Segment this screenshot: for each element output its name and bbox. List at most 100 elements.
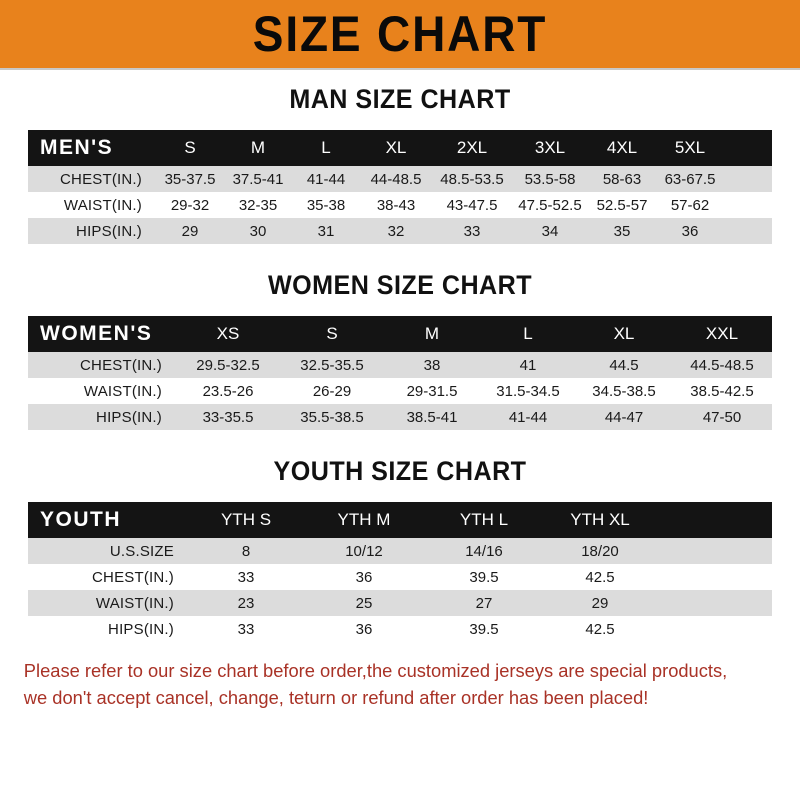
women-col-header: XS	[216, 324, 240, 343]
men-table-header-row: MEN'S S M L XL 2XL 3XL 4XL 5XL	[28, 130, 772, 166]
table-cell: 57-62	[670, 196, 710, 214]
table-cell: 14/16	[465, 542, 503, 560]
row-label: CHEST(IN.)	[60, 170, 142, 188]
table-cell: 25	[355, 594, 373, 612]
table-cell: 32.5-35.5	[300, 356, 364, 374]
table-cell: 29	[181, 222, 199, 240]
table-cell: 52.5-57	[596, 196, 648, 214]
women-size-table: WOMEN'S XS S M L XL XXL CHEST(IN.) 29.5-…	[28, 316, 772, 430]
table-cell: 34	[541, 222, 559, 240]
men-col-header: 4XL	[606, 138, 638, 157]
table-cell: 33	[237, 568, 255, 586]
men-col-header: S	[184, 138, 196, 157]
section-title-women: WOMEN SIZE CHART	[267, 270, 533, 300]
table-cell: 32-35	[238, 196, 278, 214]
table-cell: 31.5-34.5	[496, 382, 560, 400]
table-row: WAIST(IN.) 23 25 27 29	[28, 590, 772, 616]
table-cell: 47-50	[702, 408, 742, 426]
table-cell: 38-43	[376, 196, 416, 214]
table-row: WAIST(IN.) 23.5-26 26-29 29-31.5 31.5-34…	[28, 378, 772, 404]
youth-col-header: YTH L	[459, 510, 509, 529]
table-cell: 42.5	[585, 620, 615, 638]
table-row: CHEST(IN.) 35-37.5 37.5-41 41-44 44-48.5…	[28, 166, 772, 192]
table-cell: 34.5-38.5	[592, 382, 656, 400]
men-header-label: MEN'S	[40, 136, 114, 159]
table-cell: 26-29	[312, 382, 352, 400]
table-cell-spacer	[656, 616, 772, 642]
table-cell-spacer	[656, 590, 772, 616]
row-label: WAIST(IN.)	[63, 196, 142, 214]
men-col-header-spacer	[724, 130, 772, 166]
table-cell-spacer	[656, 538, 772, 564]
table-row: HIPS(IN.) 29 30 31 32 33 34 35 36	[28, 218, 772, 244]
table-row: HIPS(IN.) 33-35.5 35.5-38.5 38.5-41 41-4…	[28, 404, 772, 430]
page-title: SIZE CHART	[252, 6, 548, 62]
table-cell-spacer	[724, 218, 772, 244]
table-cell: 8	[241, 542, 251, 560]
table-cell: 44.5-48.5	[690, 356, 754, 374]
youth-col-header-spacer	[656, 502, 772, 538]
table-cell: 35	[613, 222, 631, 240]
table-cell: 29.5-32.5	[196, 356, 260, 374]
table-row: U.S.SIZE 8 10/12 14/16 18/20	[28, 538, 772, 564]
women-col-header: XXL	[705, 324, 739, 343]
table-cell: 23	[237, 594, 255, 612]
women-table-header-row: WOMEN'S XS S M L XL XXL	[28, 316, 772, 352]
women-col-header: S	[326, 324, 338, 343]
women-col-header: XL	[613, 324, 635, 343]
table-cell: 39.5	[469, 568, 499, 586]
men-col-header: 2XL	[456, 138, 488, 157]
row-label: HIPS(IN.)	[96, 408, 162, 426]
men-col-header: 5XL	[674, 138, 706, 157]
table-cell: 58-63	[602, 170, 642, 188]
table-cell: 53.5-58	[524, 170, 576, 188]
men-col-header: 3XL	[534, 138, 566, 157]
table-cell-spacer	[724, 166, 772, 192]
row-label: HIPS(IN.)	[108, 620, 174, 638]
men-col-header: L	[321, 138, 331, 157]
table-cell: 35.5-38.5	[300, 408, 364, 426]
table-cell: 48.5-53.5	[440, 170, 504, 188]
youth-table-body: YOUTH YTH S YTH M YTH L YTH XL U.S.SIZE …	[28, 502, 772, 642]
row-label: HIPS(IN.)	[76, 222, 142, 240]
table-cell: 29-31.5	[406, 382, 458, 400]
youth-col-header: YTH M	[337, 510, 391, 529]
table-cell: 29	[591, 594, 609, 612]
table-cell: 47.5-52.5	[518, 196, 582, 214]
women-header-label: WOMEN'S	[40, 322, 153, 345]
table-cell: 41-44	[508, 408, 548, 426]
table-row: CHEST(IN.) 29.5-32.5 32.5-35.5 38 41 44.…	[28, 352, 772, 378]
table-cell: 37.5-41	[232, 170, 284, 188]
women-table-body: WOMEN'S XS S M L XL XXL CHEST(IN.) 29.5-…	[28, 316, 772, 430]
table-cell: 35-37.5	[164, 170, 216, 188]
table-cell: 38.5-42.5	[690, 382, 754, 400]
table-cell: 31	[317, 222, 335, 240]
table-cell: 44.5	[609, 356, 639, 374]
table-cell: 35-38	[306, 196, 346, 214]
table-cell: 27	[475, 594, 493, 612]
row-label: CHEST(IN.)	[80, 356, 162, 374]
section-title-man: MAN SIZE CHART	[289, 84, 511, 114]
table-cell: 44-48.5	[370, 170, 422, 188]
table-cell: 36	[355, 568, 373, 586]
table-cell: 23.5-26	[202, 382, 254, 400]
row-label: WAIST(IN.)	[95, 594, 174, 612]
table-cell-spacer	[656, 564, 772, 590]
table-cell: 42.5	[585, 568, 615, 586]
women-col-header: L	[523, 324, 533, 343]
men-col-header: M	[250, 138, 266, 157]
table-cell: 10/12	[345, 542, 383, 560]
table-row: CHEST(IN.) 33 36 39.5 42.5	[28, 564, 772, 590]
table-cell: 33	[237, 620, 255, 638]
youth-table-header-row: YOUTH YTH S YTH M YTH L YTH XL	[28, 502, 772, 538]
footer-line-2: we don't accept cancel, change, teturn o…	[23, 686, 649, 708]
men-table-body: MEN'S S M L XL 2XL 3XL 4XL 5XL CHEST(IN.…	[28, 130, 772, 244]
table-cell: 63-67.5	[664, 170, 716, 188]
row-label: CHEST(IN.)	[92, 568, 174, 586]
table-cell: 29-32	[170, 196, 210, 214]
table-cell: 41-44	[306, 170, 346, 188]
table-cell: 36	[681, 222, 699, 240]
table-cell: 33-35.5	[202, 408, 254, 426]
youth-size-table: YOUTH YTH S YTH M YTH L YTH XL U.S.SIZE …	[28, 502, 772, 642]
